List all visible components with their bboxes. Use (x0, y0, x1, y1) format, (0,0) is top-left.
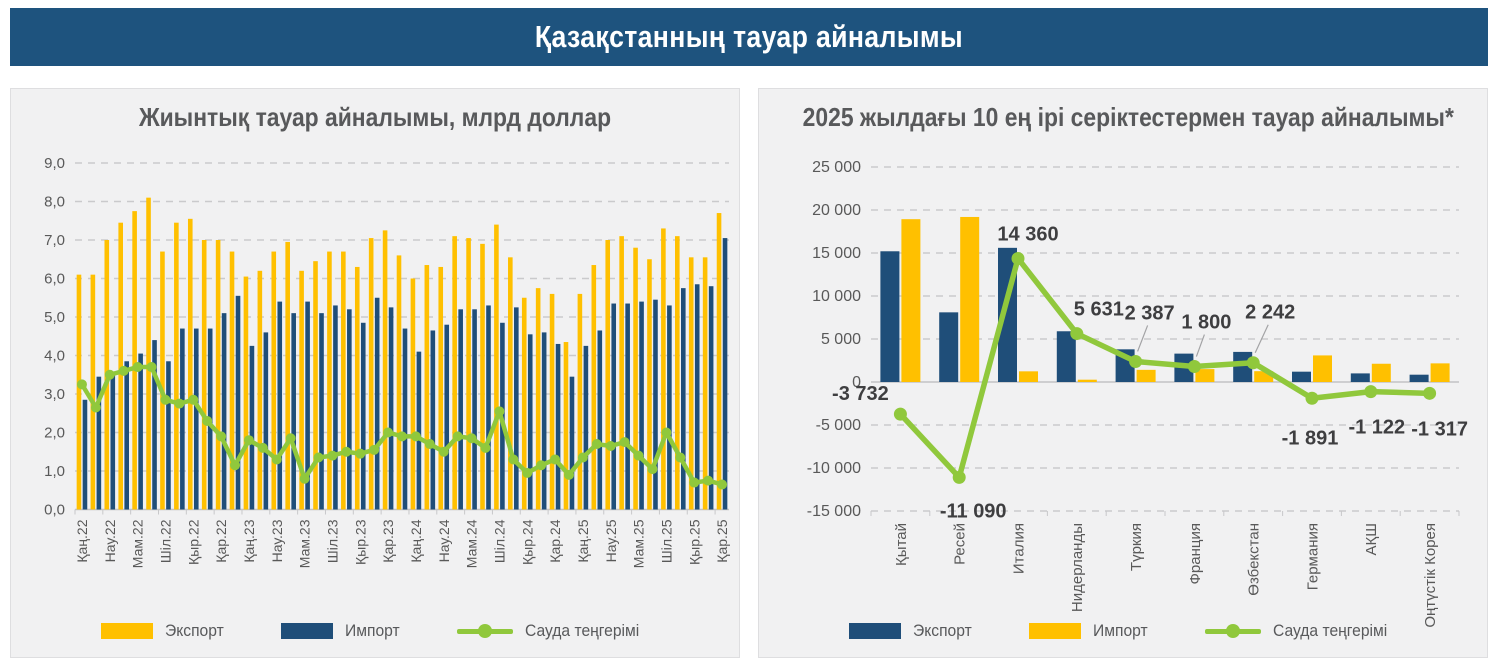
balance-line-icon (1204, 623, 1261, 639)
total-turnover-chart: 9,0 8,0 7,0 6,0 5,0 4,0 3,0 2,0 1,0 0,0 Қаң.22 Нау.… (44, 155, 730, 568)
svg-text:-11 090: -11 090 (940, 500, 1007, 522)
svg-text:10 000: 10 000 (812, 288, 861, 305)
svg-text:0: 0 (852, 374, 861, 391)
svg-text:Қыр.24: Қыр.24 (519, 519, 535, 565)
balance-legend-label: Сауда теңгерімі (524, 621, 639, 640)
legend-item-export: Экспорт (101, 621, 229, 641)
svg-text:Нау.22: Нау.22 (102, 519, 118, 562)
svg-text:-1 317: -1 317 (1411, 418, 1468, 440)
svg-text:-10 000: -10 000 (807, 460, 861, 477)
svg-text:Шіл.23: Шіл.23 (324, 519, 340, 563)
svg-text:Қыр.25: Қыр.25 (686, 519, 702, 565)
svg-text:9,0: 9,0 (44, 155, 65, 172)
svg-text:Ресей: Ресей (952, 523, 969, 565)
svg-text:-5 000: -5 000 (816, 417, 861, 434)
total-turnover-panel: Жиынтық тауар айналымы, млрд доллар 9,0 8… (10, 88, 740, 658)
svg-text:2 387: 2 387 (1125, 302, 1175, 324)
legend-item-balance: Сауда теңгерімі (456, 621, 649, 641)
page-title: Қазақстанның тауар айналымы (534, 19, 964, 54)
svg-text:25 000: 25 000 (812, 159, 861, 176)
legend-item-export: Экспорт (849, 621, 977, 641)
svg-text:Италия: Италия (1010, 523, 1027, 574)
top-partners-panel: 2025 жылдағы 10 ең ірі серіктестермен та… (758, 88, 1488, 658)
top-partners-chart-title: 2025 жылдағы 10 ең ірі серіктестермен та… (802, 102, 1454, 132)
svg-text:Германия: Германия (1304, 523, 1321, 590)
balance-line-icon (456, 623, 513, 639)
export-legend-label: Экспорт (913, 621, 973, 640)
svg-text:Шіл.24: Шіл.24 (491, 519, 507, 563)
svg-text:-3 732: -3 732 (832, 383, 889, 405)
svg-text:Қар.24: Қар.24 (547, 519, 563, 562)
svg-text:Нидерланды: Нидерланды (1069, 523, 1086, 612)
svg-text:Қар.22: Қар.22 (213, 519, 229, 562)
svg-text:-1 122: -1 122 (1348, 417, 1405, 439)
svg-text:Қыр.23: Қыр.23 (352, 519, 368, 565)
balance-legend-label: Сауда теңгерімі (1272, 621, 1387, 640)
svg-text:8,0: 8,0 (44, 194, 65, 211)
svg-text:6,0: 6,0 (44, 271, 65, 288)
svg-text:Нау.23: Нау.23 (269, 519, 285, 562)
svg-text:Қаң.22: Қаң.22 (74, 519, 90, 562)
svg-text:0,0: 0,0 (44, 502, 65, 519)
svg-text:Қыр.22: Қыр.22 (185, 519, 201, 565)
svg-text:Франция: Франция (1187, 523, 1204, 584)
import-swatch (1029, 623, 1082, 639)
svg-text:Қаң.25: Қаң.25 (575, 519, 591, 562)
svg-text:Шіл.25: Шіл.25 (658, 519, 674, 563)
svg-text:2 242: 2 242 (1245, 302, 1295, 324)
legend-item-import: Импорт (281, 621, 404, 641)
svg-text:5,0: 5,0 (44, 309, 65, 326)
svg-text:Қар.25: Қар.25 (714, 519, 730, 562)
export-legend-label: Экспорт (165, 621, 225, 640)
svg-text:Шіл.22: Шіл.22 (157, 519, 173, 563)
svg-text:Мам.25: Мам.25 (631, 519, 647, 568)
svg-text:Мам.24: Мам.24 (464, 519, 480, 568)
svg-text:Оңтүстік Корея: Оңтүстік Корея (1422, 523, 1439, 628)
svg-text:5 000: 5 000 (821, 331, 861, 348)
total-turnover-chart-title: Жиынтық тауар айналымы, млрд доллар (138, 102, 612, 132)
export-swatch (849, 623, 902, 639)
import-legend-label: Импорт (345, 621, 400, 640)
svg-text:1 800: 1 800 (1181, 312, 1231, 334)
import-legend-label: Импорт (1093, 621, 1148, 640)
svg-text:Қаң.23: Қаң.23 (241, 519, 257, 562)
top-partners-chart: 25 000 20 000 15 000 10 000 5 000 0 -5 000 -10 … (807, 159, 1468, 628)
svg-text:20 000: 20 000 (812, 202, 861, 219)
svg-text:Қытай: Қытай (893, 523, 910, 566)
svg-text:Мам.23: Мам.23 (297, 519, 313, 568)
legend-item-import: Импорт (1029, 621, 1152, 641)
svg-text:АҚШ: АҚШ (1363, 523, 1380, 556)
svg-text:5 631: 5 631 (1074, 299, 1124, 321)
svg-text:4,0: 4,0 (44, 348, 65, 365)
svg-text:2,0: 2,0 (44, 425, 65, 442)
svg-text:-1 891: -1 891 (1282, 427, 1339, 449)
svg-text:-15 000: -15 000 (807, 503, 861, 520)
total-turnover-legend: Экспорт Импорт Сауда теңгерімі (11, 621, 739, 641)
svg-text:Қаң.24: Қаң.24 (408, 519, 424, 562)
svg-text:Нау.24: Нау.24 (436, 519, 452, 562)
svg-text:Нау.25: Нау.25 (603, 519, 619, 562)
header-bar: Қазақстанның тауар айналымы (10, 8, 1488, 66)
import-swatch (281, 623, 334, 639)
svg-text:3,0: 3,0 (44, 386, 65, 403)
legend-item-balance: Сауда теңгерімі (1204, 621, 1397, 641)
export-swatch (101, 623, 154, 639)
top-partners-legend: Экспорт Импорт Сауда теңгерімі (759, 621, 1487, 641)
svg-text:15 000: 15 000 (812, 245, 861, 262)
svg-text:Өзбекстан: Өзбекстан (1246, 523, 1263, 596)
svg-text:1,0: 1,0 (44, 463, 65, 480)
svg-text:14 360: 14 360 (997, 224, 1058, 246)
svg-text:Мам.22: Мам.22 (130, 519, 146, 568)
svg-text:Қар.23: Қар.23 (380, 519, 396, 562)
svg-text:Түркия: Түркия (1128, 523, 1145, 571)
svg-text:7,0: 7,0 (44, 232, 65, 249)
